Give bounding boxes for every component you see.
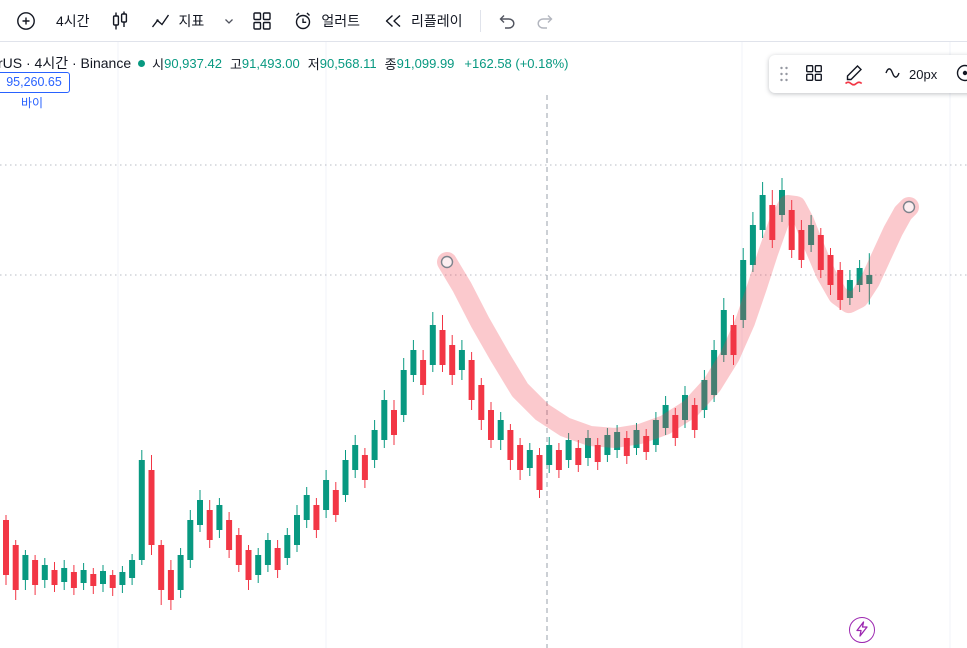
chart-type-button[interactable] <box>104 6 136 36</box>
market-status-dot <box>138 59 146 67</box>
high-label: 고 <box>229 56 242 72</box>
indicators-label: 지표 <box>178 12 205 29</box>
close-value: 91,099.99 <box>396 55 455 71</box>
replay-button[interactable]: 리플레이 <box>374 6 471 36</box>
toolbar-divider <box>480 9 482 32</box>
add-symbol-button[interactable] <box>10 6 42 36</box>
line-width-button[interactable]: 20px <box>882 63 939 86</box>
replay-label: 리플레이 <box>410 12 463 29</box>
indicators-button[interactable]: 지표 <box>142 6 213 36</box>
undo-arrow-icon <box>496 10 518 32</box>
undo-button[interactable] <box>491 6 523 36</box>
redo-button[interactable] <box>529 6 561 36</box>
alert-label: 얼러트 <box>321 12 360 29</box>
plus-circle-icon <box>15 10 37 32</box>
layout-grid-button[interactable] <box>246 6 278 36</box>
redo-arrow-icon <box>534 10 556 32</box>
indicator-chart-icon <box>150 10 172 32</box>
indicators-dropdown-button[interactable] <box>218 11 240 31</box>
high-value: 91,493.00 <box>241 55 300 71</box>
color-target-button[interactable] <box>952 60 967 89</box>
buy-widget: 95,260.65 바이 <box>0 72 70 111</box>
timeframe-button[interactable]: 4시간 <box>48 7 98 35</box>
replay-rewind-icon <box>382 10 404 32</box>
buy-label[interactable]: 바이 <box>20 96 44 110</box>
quick-trade-lightning-button[interactable] <box>849 617 875 643</box>
chevron-down-icon <box>223 15 235 27</box>
open-label: 시 <box>152 56 165 72</box>
chart-legend: rUS · 4시간 · Binance 시 90,937.42 고 91,493.0… <box>0 53 569 73</box>
drawing-toolbar: 20px <box>769 55 967 93</box>
circle-target-icon <box>954 62 967 87</box>
grid-icon <box>804 63 824 86</box>
lightning-bolt-icon <box>855 620 869 640</box>
top-toolbar: 4시간 지표 <box>0 0 967 42</box>
candlestick-icon <box>109 10 131 32</box>
pencil-brush-icon <box>841 60 867 89</box>
alert-button[interactable]: 얼러트 <box>284 6 368 36</box>
alarm-clock-icon <box>292 10 314 32</box>
close-label: 종 <box>384 56 397 72</box>
line-width-label: 20px <box>909 66 938 82</box>
brush-tool-button[interactable] <box>839 58 869 91</box>
drag-handle[interactable] <box>779 65 789 83</box>
drag-dots-icon <box>780 66 788 82</box>
symbol-title[interactable]: rUS · 4시간 · Binance <box>0 55 132 71</box>
change-value: +162.58 (+0.18%) <box>464 55 569 71</box>
timeframe-label: 4시간 <box>56 12 90 29</box>
open-value: 90,937.42 <box>164 55 222 71</box>
low-label: 저 <box>307 56 320 72</box>
ohlc-values: 시 90,937.42 고 91,493.00 저 90,568.11 종 91,099… <box>152 54 568 73</box>
wave-stroke-icon <box>884 65 904 84</box>
low-value: 90,568.11 <box>319 55 377 71</box>
widget-grid-button[interactable] <box>802 61 826 88</box>
grid-layout-icon <box>251 10 273 32</box>
buy-price-button[interactable]: 95,260.65 <box>0 72 70 93</box>
